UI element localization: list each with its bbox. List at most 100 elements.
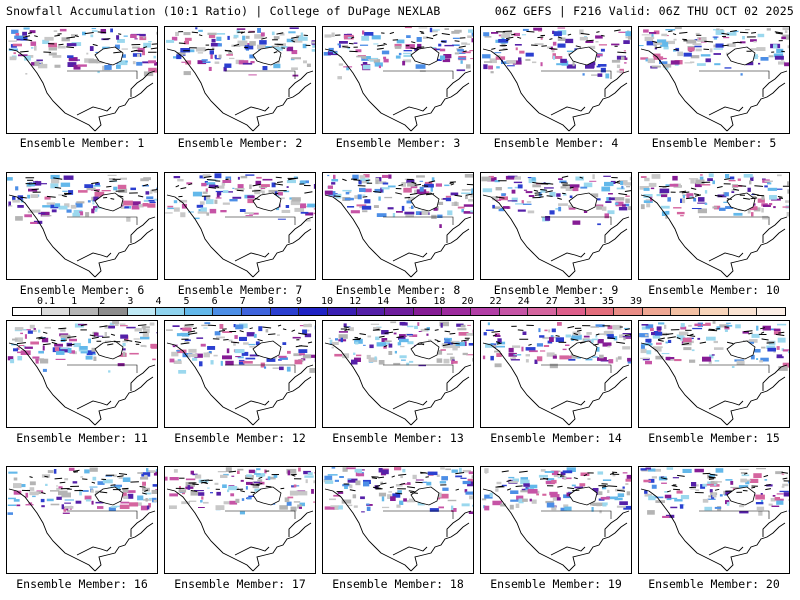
colorbar-tick-label: 5 [183, 296, 190, 307]
ensemble-member-map [164, 320, 316, 428]
ensemble-member-map [164, 172, 316, 280]
colorbar-tick-label: 31 [573, 296, 586, 307]
colorbar-swatch [98, 308, 128, 315]
ensemble-member-map [638, 26, 790, 134]
colorbar-tick-label: 1 [71, 296, 78, 307]
north-america-map [482, 322, 631, 426]
colorbar-swatch [642, 308, 672, 315]
north-america-map [165, 173, 315, 278]
colorbar-swatch [728, 308, 758, 315]
colorbar-swatch [528, 308, 557, 315]
ensemble-member-map [6, 172, 158, 280]
ensemble-member-label: Ensemble Member: 15 [648, 431, 780, 445]
colorbar-tick-label: 3 [127, 296, 134, 307]
ensemble-member-label: Ensemble Member: 11 [16, 431, 148, 445]
ensemble-member-label: Ensemble Member: 20 [648, 577, 780, 591]
colorbar-swatch [471, 308, 500, 315]
colorbar-tick-label: 35 [601, 296, 614, 307]
snowfall-field [166, 322, 315, 374]
colorbar-swatch [127, 308, 157, 315]
colorbar-tick-label: 2 [99, 296, 106, 307]
snowfall-field [323, 27, 473, 80]
ensemble-member-map [6, 26, 158, 134]
snowfall-field [165, 467, 315, 515]
ensemble-member-map [480, 320, 632, 428]
ensemble-member-map [638, 320, 790, 428]
ensemble-member-map [322, 320, 474, 428]
colorbar-tick-label: 27 [545, 296, 558, 307]
colorbar-tick-label: 18 [433, 296, 446, 307]
ensemble-member-label: Ensemble Member: 8 [335, 283, 461, 297]
ensemble-member-map [638, 466, 790, 574]
north-america-map [640, 467, 789, 572]
colorbar-swatch [757, 308, 785, 315]
ensemble-member-label: Ensemble Member: 16 [16, 577, 148, 591]
colorbar-swatch [442, 308, 471, 315]
colorbar-tick-label: 8 [267, 296, 274, 307]
ensemble-member-map [322, 172, 474, 280]
ensemble-member-map [322, 26, 474, 134]
north-america-map [7, 174, 157, 278]
north-america-map [323, 467, 473, 572]
north-america-map [8, 27, 157, 132]
colorbar-tick-label: 0.1 [37, 296, 56, 307]
colorbar-tick-label: 20 [461, 296, 474, 307]
ensemble-member-label: Ensemble Member: 18 [332, 577, 464, 591]
colorbar-swatch [413, 308, 443, 315]
colorbar-labels: 0.1 1 2 3 4 5 6 7 8 9 10 12 14 16 18 20 22 24 27 31 35 39 [12, 296, 786, 307]
colorbar-swatch [385, 308, 414, 315]
ensemble-member-label: Ensemble Member: 7 [177, 283, 303, 297]
colorbar-swatch [213, 308, 242, 315]
north-america-map [324, 174, 473, 278]
north-america-map [324, 321, 473, 426]
snowfall-field [7, 467, 157, 515]
ensemble-member-label: Ensemble Member: 19 [490, 577, 622, 591]
colorbar-swatch [327, 308, 357, 315]
ensemble-member-label: Ensemble Member: 6 [19, 283, 145, 297]
ensemble-member-map [6, 320, 158, 428]
colorbar-tick-label: 9 [295, 296, 302, 307]
colorbar-tick-label: 39 [630, 296, 643, 307]
snowfall-field [639, 27, 789, 76]
run-valid-time: 06Z GEFS | F216 Valid: 06Z THU OCT 02 20… [494, 4, 794, 18]
snowfall-field [481, 467, 631, 514]
north-america-map [7, 467, 157, 572]
ensemble-member-label: Ensemble Member: 17 [174, 577, 306, 591]
north-america-map [482, 27, 631, 132]
north-america-map [481, 467, 631, 572]
snowfall-field [482, 27, 631, 79]
ensemble-member-label: Ensemble Member: 4 [493, 136, 619, 150]
colorbar-tick-label: 4 [155, 296, 162, 307]
north-america-map [639, 321, 789, 426]
north-america-map [639, 27, 789, 132]
north-america-map [639, 173, 789, 278]
ensemble-member-label: Ensemble Member: 13 [332, 431, 464, 445]
colorbar-tick-label: 16 [405, 296, 418, 307]
colorbar-swatch [41, 308, 71, 315]
north-america-map [165, 467, 315, 572]
ensemble-member-label: Ensemble Member: 1 [19, 136, 145, 150]
north-america-map [481, 174, 631, 278]
north-america-map [166, 322, 315, 426]
ensemble-member-map [480, 26, 632, 134]
ensemble-member-map [164, 26, 316, 134]
colorbar-swatch [671, 308, 700, 315]
colorbar-swatch [299, 308, 328, 315]
snowfall-field [482, 322, 631, 369]
colorbar-tick-label: 12 [349, 296, 362, 307]
north-america-map [166, 27, 315, 132]
snowfall-field [639, 173, 789, 220]
colorbar-tick-label: 7 [239, 296, 246, 307]
colorbar-swatch [700, 308, 729, 315]
ensemble-member-label: Ensemble Member: 2 [177, 136, 303, 150]
colorbar-swatch [614, 308, 643, 315]
colorbar-tick-label: 22 [489, 296, 502, 307]
ensemble-member-label: Ensemble Member: 9 [493, 283, 619, 297]
colorbar-tick-label: 10 [320, 296, 334, 307]
ensemble-member-label: Ensemble Member: 12 [174, 431, 306, 445]
snowfall-field [8, 27, 157, 77]
ensemble-member-label: Ensemble Member: 14 [490, 431, 622, 445]
north-america-map [7, 321, 157, 426]
colorbar-tick-label: 14 [377, 296, 390, 307]
map-title: Snowfall Accumulation (10:1 Ratio) | Col… [6, 4, 441, 18]
